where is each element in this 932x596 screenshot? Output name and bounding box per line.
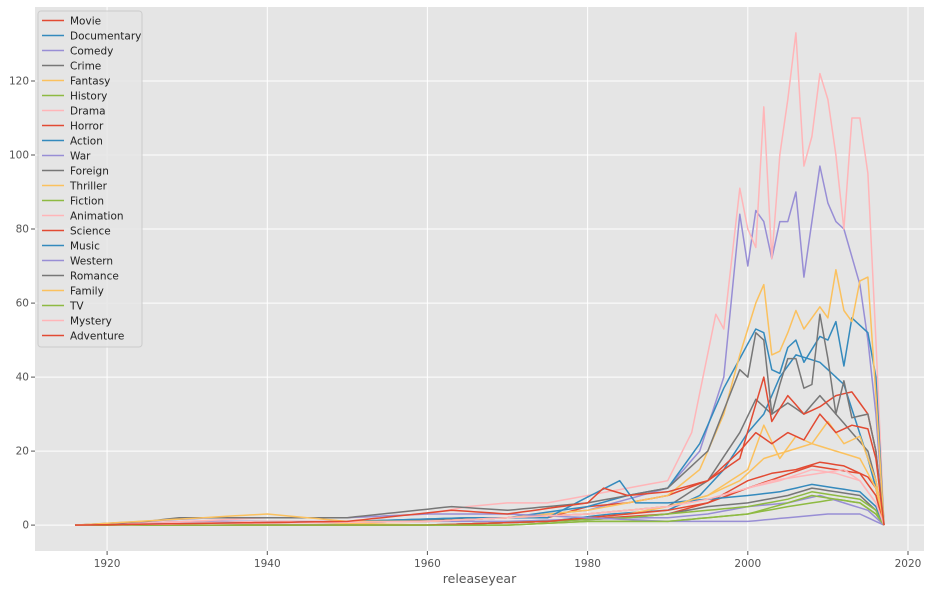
legend-entry-history: History [42,91,107,103]
legend-label: War [70,151,91,163]
y-tick-label: 20 [16,446,29,458]
legend-entry-adventure: Adventure [42,331,124,343]
legend-entry-mystery: Mystery [42,316,112,328]
x-axis-label: releaseyear [443,571,517,586]
legend-label: Science [70,226,111,238]
legend-label: Action [70,136,103,148]
legend-entry-comedy: Comedy [42,46,113,58]
series-lines [74,32,885,526]
legend-label: Movie [70,16,101,28]
legend-label: Fantasy [70,76,110,88]
legend-label: Crime [70,61,101,73]
x-tick-label: 2020 [895,558,922,570]
plot-background [35,7,924,551]
legend-entry-horror: Horror [42,121,104,133]
legend: Movie Documentary Comedy Crime Fantasy Histor… [37,10,143,348]
x-axis-ticks: 1920 1940 1960 1980 2000 2020 [94,551,922,570]
y-tick-label: 80 [16,224,29,236]
x-tick-label: 1960 [414,558,441,570]
series-line-drama [74,32,885,526]
x-tick-label: 1980 [574,558,601,570]
legend-label: Animation [70,211,124,223]
y-axis-ticks: 0 20 40 60 80 100 120 [9,76,35,532]
legend-entry-crime: Crime [42,61,101,73]
legend-label: TV [69,301,84,313]
legend-label: Comedy [70,46,113,58]
legend-entry-romance: Romance [42,271,119,283]
legend-label: Fiction [70,196,104,208]
x-tick-label: 2000 [734,558,761,570]
legend-entry-animation: Animation [42,211,124,223]
legend-label: History [70,91,107,103]
legend-label: Thriller [69,181,108,193]
y-tick-label: 40 [16,372,29,384]
legend-label: Drama [70,106,106,118]
legend-entry-science: Science [42,226,111,238]
y-tick-label: 60 [16,298,29,310]
legend-label: Foreign [70,166,109,178]
legend-entry-war: War [42,151,91,163]
legend-label: Music [70,241,100,253]
legend-label: Romance [70,271,119,283]
legend-label: Mystery [70,316,112,328]
legend-entry-music: Music [42,241,100,253]
legend-entry-family: Family [42,286,104,298]
legend-label: Adventure [70,331,124,343]
series-line-adventure [74,413,885,526]
series-line-tv [75,494,885,526]
legend-entry-western: Western [42,256,113,268]
legend-entry-action: Action [42,136,103,148]
legend-entry-fantasy: Fantasy [42,76,110,88]
legend-entry-fiction: Fiction [42,196,104,208]
legend-label: Horror [70,121,104,133]
legend-entry-foreign: Foreign [42,166,109,178]
y-tick-label: 100 [9,150,29,162]
legend-entry-movie: Movie [42,16,101,28]
legend-entry-drama: Drama [42,106,106,118]
grid-lines [35,7,924,551]
legend-entry-documentary: Documentary [42,31,141,43]
legend-label: Western [70,256,113,268]
legend-label: Family [70,286,104,298]
legend-entry-thriller: Thriller [42,181,108,193]
y-tick-label: 120 [9,76,29,88]
legend-label: Documentary [70,31,141,43]
legend-entry-tv: TV [42,301,84,313]
x-tick-label: 1940 [254,558,281,570]
y-tick-label: 0 [22,520,29,532]
x-tick-label: 1920 [94,558,121,570]
